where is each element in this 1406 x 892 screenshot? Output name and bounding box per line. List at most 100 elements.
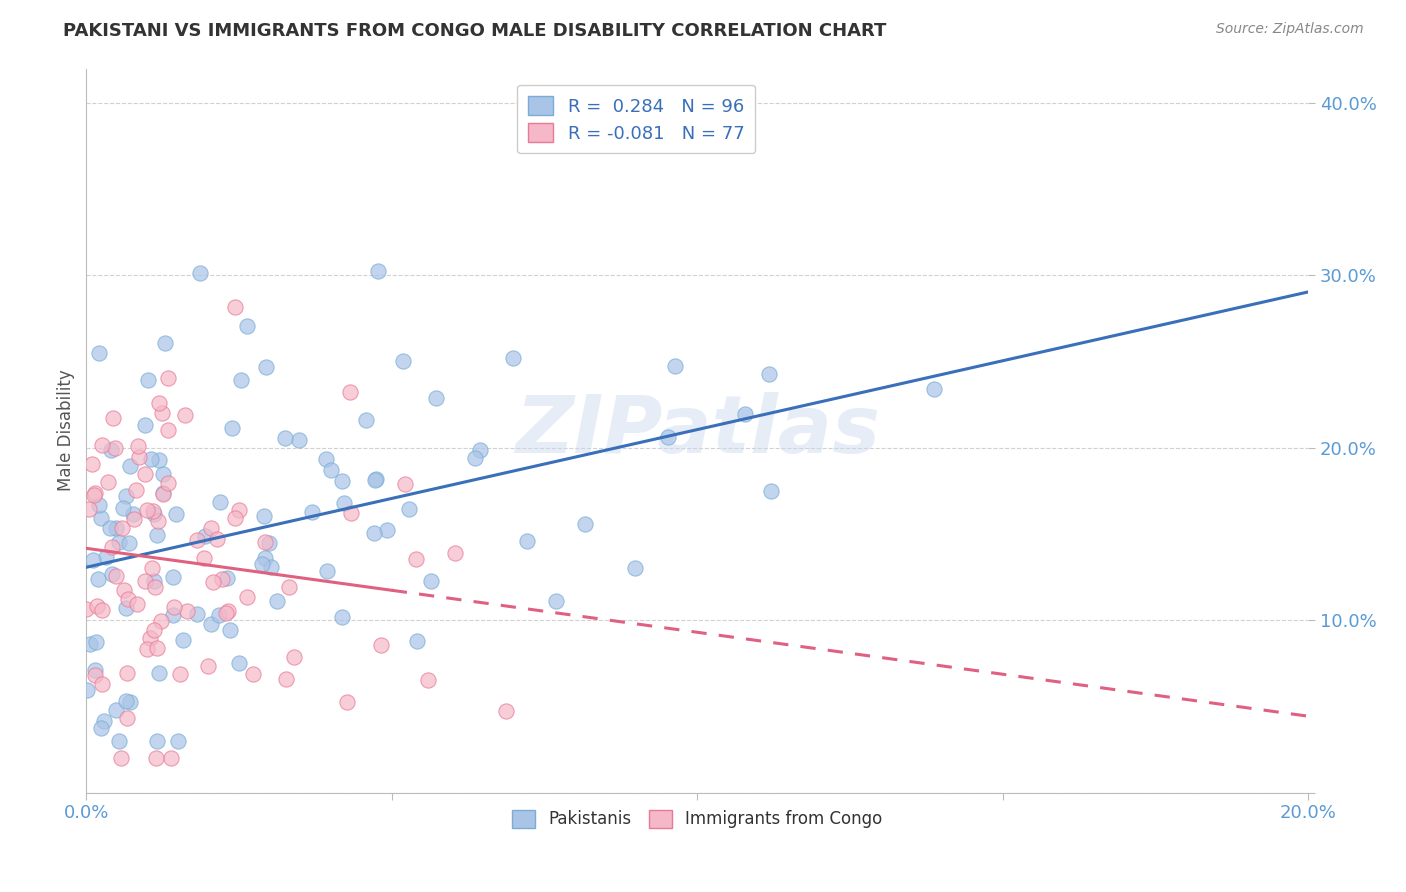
Point	[98, 521, 121, 535]
Point	[405, 552, 427, 566]
Point	[339, 384, 361, 399]
Point	[82, 553, 104, 567]
Point	[172, 632, 194, 647]
Point	[152, 406, 174, 420]
Point	[418, 673, 440, 687]
Point	[253, 551, 276, 566]
Text: ZIPatlas: ZIPatlas	[515, 392, 880, 469]
Point	[112, 582, 135, 597]
Point	[79, 637, 101, 651]
Point	[104, 703, 127, 717]
Point	[86, 599, 108, 613]
Point	[162, 570, 184, 584]
Legend: Pakistanis, Immigrants from Congo: Pakistanis, Immigrants from Congo	[505, 803, 889, 835]
Point	[274, 431, 297, 445]
Point	[142, 504, 165, 518]
Point	[336, 695, 359, 709]
Point	[134, 417, 156, 432]
Point	[127, 598, 149, 612]
Text: Source: ZipAtlas.com: Source: ZipAtlas.com	[1216, 22, 1364, 37]
Point	[90, 721, 112, 735]
Point	[174, 408, 197, 422]
Point	[97, 475, 120, 489]
Point	[228, 503, 250, 517]
Point	[142, 574, 165, 588]
Point	[139, 631, 162, 645]
Point	[544, 593, 567, 607]
Point	[257, 536, 280, 550]
Point	[114, 600, 136, 615]
Point	[108, 734, 131, 748]
Point	[84, 663, 107, 677]
Point	[260, 560, 283, 574]
Point	[287, 433, 309, 447]
Point	[367, 264, 389, 278]
Point	[76, 683, 98, 698]
Point	[84, 635, 107, 649]
Point	[91, 438, 114, 452]
Point	[148, 453, 170, 467]
Point	[135, 503, 157, 517]
Point	[148, 665, 170, 680]
Point	[375, 523, 398, 537]
Point	[104, 442, 127, 456]
Point	[758, 368, 780, 382]
Y-axis label: Male Disability: Male Disability	[58, 369, 75, 491]
Point	[122, 507, 145, 521]
Point	[145, 640, 167, 655]
Point	[394, 476, 416, 491]
Point	[122, 512, 145, 526]
Point	[392, 354, 415, 368]
Point	[142, 624, 165, 638]
Point	[104, 568, 127, 582]
Point	[118, 695, 141, 709]
Point	[276, 672, 298, 686]
Point	[134, 574, 156, 588]
Point	[145, 751, 167, 765]
Point	[319, 463, 342, 477]
Point	[922, 382, 945, 396]
Point	[229, 373, 252, 387]
Point	[115, 666, 138, 681]
Point	[197, 658, 219, 673]
Point	[420, 574, 443, 588]
Point	[188, 266, 211, 280]
Point	[118, 536, 141, 550]
Point	[101, 410, 124, 425]
Point	[169, 667, 191, 681]
Point	[217, 571, 239, 585]
Point	[127, 439, 149, 453]
Point	[664, 359, 686, 373]
Point	[266, 594, 288, 608]
Point	[254, 535, 277, 549]
Point	[207, 533, 229, 547]
Point	[108, 535, 131, 549]
Point	[254, 360, 277, 375]
Point	[152, 486, 174, 500]
Point	[77, 501, 100, 516]
Point	[398, 501, 420, 516]
Point	[228, 656, 250, 670]
Point	[194, 529, 217, 543]
Point	[186, 533, 208, 547]
Point	[139, 451, 162, 466]
Point	[125, 483, 148, 497]
Point	[165, 507, 187, 521]
Point	[236, 591, 259, 605]
Point	[444, 546, 467, 560]
Point	[339, 507, 361, 521]
Point	[118, 458, 141, 473]
Point	[657, 429, 679, 443]
Point	[134, 467, 156, 482]
Point	[218, 623, 240, 637]
Point	[146, 528, 169, 542]
Point	[156, 370, 179, 384]
Point	[623, 560, 645, 574]
Point	[149, 614, 172, 628]
Point	[162, 608, 184, 623]
Point	[405, 634, 427, 648]
Point	[316, 564, 339, 578]
Point	[90, 511, 112, 525]
Point	[176, 604, 198, 618]
Point	[104, 521, 127, 535]
